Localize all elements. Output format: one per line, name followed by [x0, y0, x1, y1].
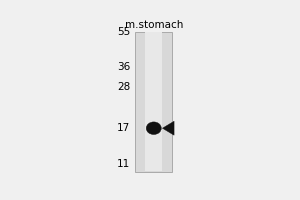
Text: 17: 17: [117, 123, 130, 133]
Bar: [135, 32, 172, 172]
Bar: [146, 32, 162, 171]
Ellipse shape: [146, 122, 161, 135]
Text: 36: 36: [117, 62, 130, 72]
Polygon shape: [162, 121, 174, 135]
Text: 55: 55: [117, 27, 130, 37]
Text: m.stomach: m.stomach: [124, 20, 183, 30]
Text: 11: 11: [117, 159, 130, 169]
Text: 28: 28: [117, 82, 130, 92]
